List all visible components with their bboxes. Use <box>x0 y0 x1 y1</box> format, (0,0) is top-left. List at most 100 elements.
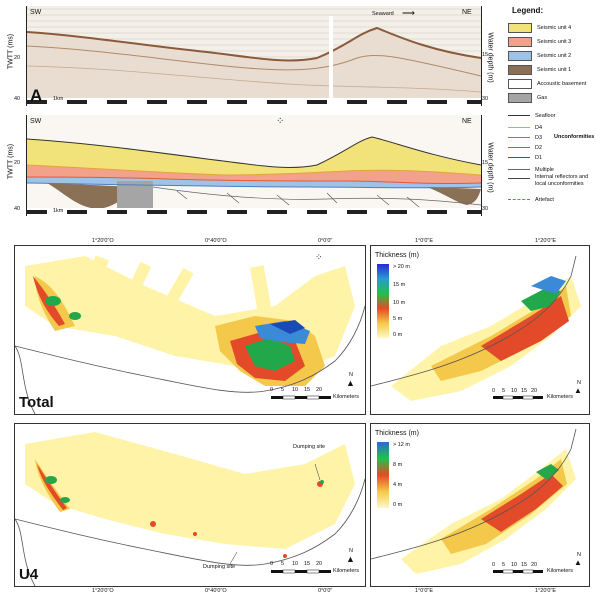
profile-a-y-tick-40: 40 <box>14 96 21 102</box>
inset-u4-tick-4: 4 m <box>393 482 403 488</box>
inset-u4-image <box>371 424 589 586</box>
legend-line-artefact: Artefact <box>508 194 554 205</box>
inset-total-scale-tick-15: 15 <box>521 388 528 394</box>
thickness-map-u4: Dumping site Dumping site 0 5 10 15 20 K… <box>14 423 366 587</box>
inset-u4-tick-0: 0 m <box>393 502 403 508</box>
legend-line-d2: D2 <box>508 142 542 153</box>
profile-a-right-tick-15: 15 <box>482 52 489 58</box>
north-arrow-icon: ▲ <box>346 378 355 388</box>
profile-b-scale-bar <box>27 210 481 214</box>
profile-b-right-tick-30: 30 <box>482 206 489 212</box>
inset-total-scale-unit: Kilometers <box>547 394 573 400</box>
legend: Legend: Seismic unit 4 Seismic unit 3 Se… <box>508 6 600 221</box>
legend-item-unit3: Seismic unit 3 <box>508 36 571 47</box>
legend-item-unit2: Seismic unit 2 <box>508 50 571 61</box>
legend-line-swatch <box>508 169 530 170</box>
inset-total-lon-tick-2: 1°20'0"E <box>535 238 557 244</box>
map-u4-north-label: N <box>349 548 353 554</box>
inset-u4-scale-tick-15: 15 <box>521 562 528 568</box>
profile-a-ne-label: NE <box>462 9 472 16</box>
total-hotspot-east <box>215 316 325 386</box>
legend-swatch <box>508 92 532 103</box>
dumping-site-label-south: Dumping site <box>203 564 236 570</box>
legend-line-swatch <box>508 127 530 128</box>
map-total-lon-tick-1: 1°20'0"O <box>92 238 114 244</box>
legend-line-d3: D3 <box>508 132 542 143</box>
inset-total-image <box>371 246 589 414</box>
map-u4-scale-tick-0: 0 <box>270 561 274 567</box>
inset-total-scale-tick-0: 0 <box>492 388 496 394</box>
legend-swatch <box>508 36 532 47</box>
legend-item-unit4: Seismic unit 4 <box>508 22 571 33</box>
inset-total-colorbar <box>377 264 389 338</box>
map-total-scale-tick-5: 5 <box>281 387 285 393</box>
legend-item-label: Seismic unit 1 <box>537 66 572 73</box>
inset-total-scale-tick-10: 10 <box>511 388 518 394</box>
legend-item-label: Seismic unit 4 <box>537 24 572 31</box>
inset-u4-lon-tick-2: 1°20'0"E <box>535 588 557 594</box>
legend-item-label: Accoustic basement <box>537 80 587 87</box>
map-total-scale-tick-15: 15 <box>304 387 311 393</box>
inset-u4-tick-8: 8 m <box>393 462 403 468</box>
legend-item-label: Seafloor <box>535 112 556 119</box>
inset-u4-scale-tick-20: 20 <box>531 562 538 568</box>
north-arrow-icon: ▲ <box>574 386 582 395</box>
legend-swatch <box>508 78 532 89</box>
inset-total-scale-tick-20: 20 <box>531 388 538 394</box>
inset-u4-colorbar <box>377 442 389 508</box>
map-u4-scale-tick-20: 20 <box>316 561 323 567</box>
thickness-inset-total: Thickness (m) > 20 m 15 m 10 m 5 m 0 m 0… <box>370 245 590 415</box>
legend-line-swatch <box>508 199 530 200</box>
inset-total-tick-5: 5 m <box>393 316 403 322</box>
inset-total-tick-10: 10 m <box>393 300 406 306</box>
seismic-profile-a-image <box>26 6 482 106</box>
map-total-label: Total <box>19 394 54 411</box>
compass-mark-icon: ⁘ <box>276 116 285 127</box>
map-total-lon-tick-3: 0°0'0" <box>318 238 333 244</box>
legend-item-label: D1 <box>535 154 543 161</box>
map-total-scale-tick-0: 0 <box>270 387 274 393</box>
profile-a-letter: A <box>30 86 43 105</box>
inset-total-lon-tick-1: 1°0'0"E <box>415 238 434 244</box>
profile-a-right-tick-30: 30 <box>482 96 489 102</box>
map-total-scale-bar <box>271 395 331 400</box>
legend-item-label: D3 <box>535 134 543 141</box>
map-u4-scale-tick-15: 15 <box>304 561 311 567</box>
legend-line-swatch <box>508 115 530 116</box>
inset-total-title: Thickness (m) <box>375 252 419 259</box>
inset-u4-north-label: N <box>577 552 581 558</box>
seismic-profile-a <box>26 6 482 106</box>
north-arrow-icon: ▲ <box>574 558 582 567</box>
legend-item-gas: Gas <box>508 92 547 103</box>
map-u4-lon-tick-3: 0°0'0" <box>318 588 333 594</box>
inset-u4-scale-tick-0: 0 <box>492 562 496 568</box>
profile-a-sw-label: SW <box>30 9 42 16</box>
inset-u4-scale-bar <box>493 569 543 574</box>
north-arrow-icon: ▲ <box>346 554 355 564</box>
legend-item-label: D2 <box>535 144 543 151</box>
legend-swatch <box>508 50 532 61</box>
legend-item-label: D4 <box>535 124 543 131</box>
map-total-north-label: N <box>349 372 353 378</box>
legend-line-internal: Internal reflectors and local unconformi… <box>508 174 597 192</box>
inset-total-scale-tick-5: 5 <box>502 388 506 394</box>
legend-item-label: Gas <box>537 94 548 101</box>
map-u4-scale-unit: Kilometers <box>333 568 359 574</box>
thickness-inset-u4: Thickness (m) > 12 m 8 m 4 m 0 m 0 5 10 … <box>370 423 590 587</box>
inset-total-scale-bar <box>493 395 543 400</box>
inset-u4-lon-tick-1: 1°0'0"E <box>415 588 434 594</box>
legend-swatch <box>508 22 532 33</box>
legend-item-label: Internal reflectors and local unconformi… <box>535 174 589 187</box>
legend-title: Legend: <box>512 6 544 15</box>
map-total-lon-tick-2: 0°40'0"O <box>205 238 227 244</box>
map-u4-scale-tick-10: 10 <box>292 561 299 567</box>
seismic-profile-b-interpreted <box>26 115 482 216</box>
profile-b-right-axis-title: Water depth (m) <box>486 142 494 193</box>
profile-b-scale-label: 1km <box>53 208 64 214</box>
inset-total-tick-15: 15 m <box>393 282 406 288</box>
profile-b-right-tick-15: 15 <box>482 160 489 166</box>
legend-line-seafloor: Seafloor <box>508 110 556 121</box>
legend-item-basement: Accoustic basement <box>508 78 586 89</box>
profile-a-scale-label: 1km <box>53 96 64 102</box>
legend-item-label: Multiple <box>535 166 554 173</box>
